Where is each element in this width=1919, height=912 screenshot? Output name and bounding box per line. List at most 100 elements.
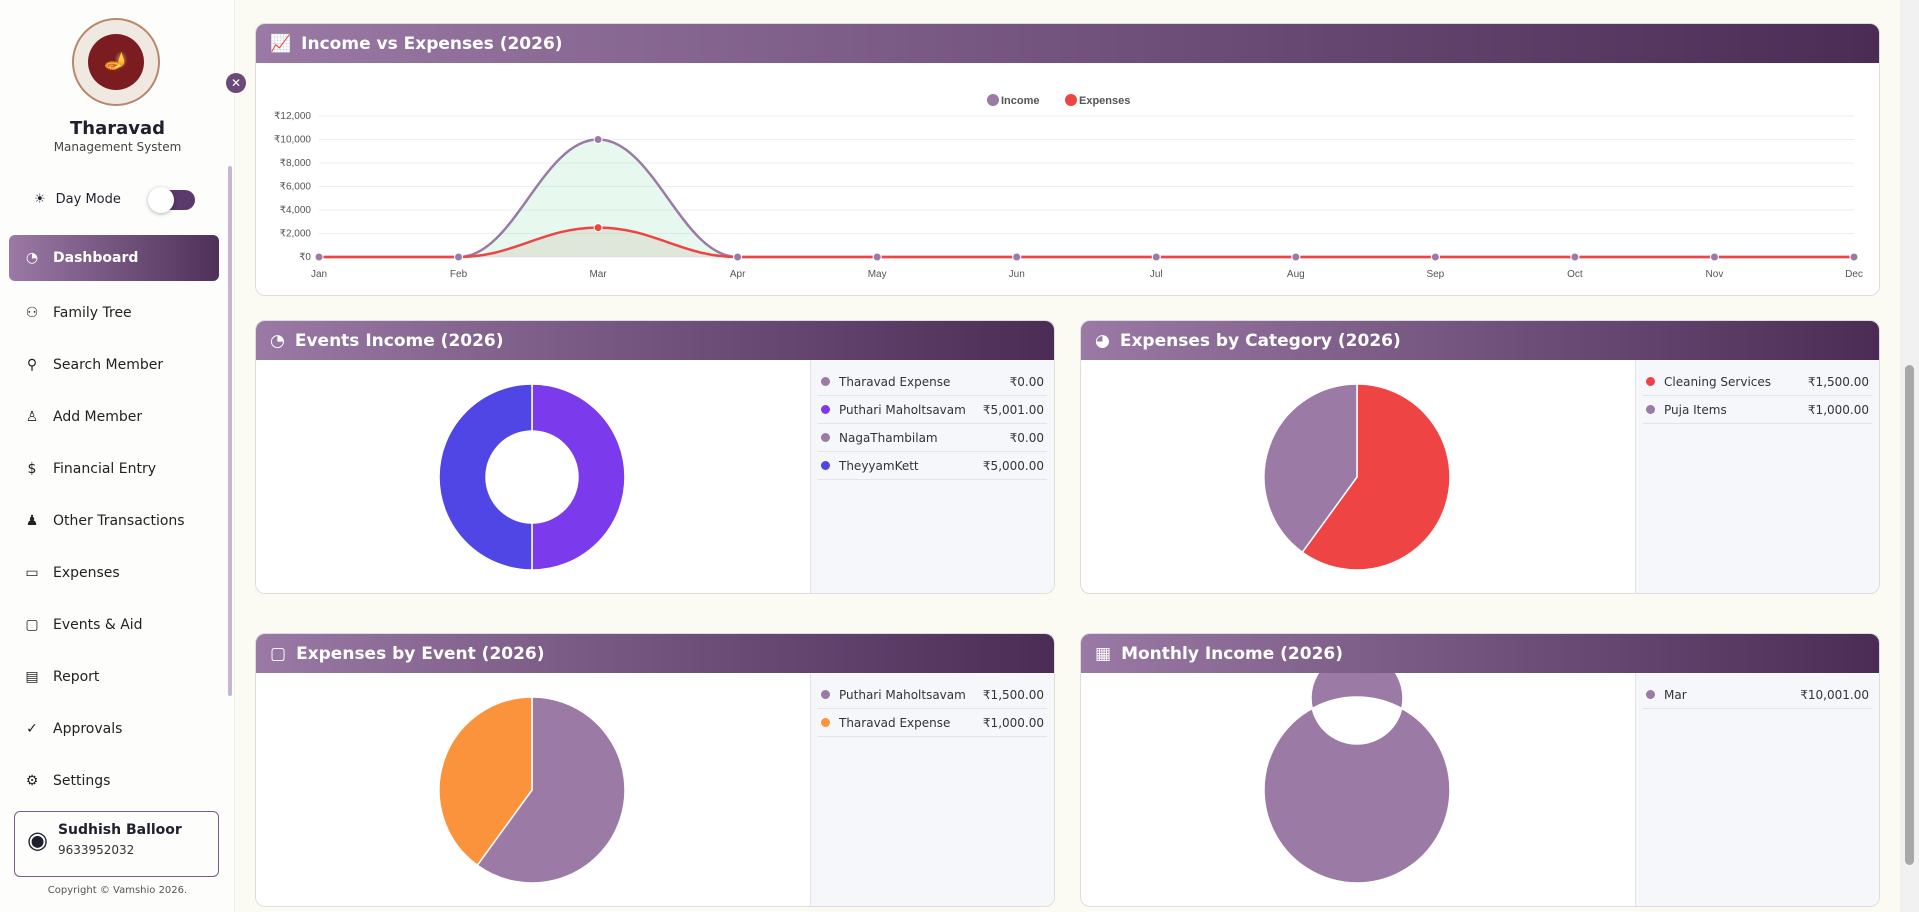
- pie-slice[interactable]: [1263, 673, 1451, 884]
- x-tick-label: Jul: [1150, 269, 1163, 280]
- monthly-income-card: ▦ Monthly Income (2026) Mar ₹10,001.00: [1080, 633, 1880, 907]
- legend-row[interactable]: Cleaning Services ₹1,500.00: [1643, 368, 1872, 396]
- legend-row[interactable]: Puthari Maholtsavam ₹1,500.00: [818, 681, 1047, 709]
- calendar-icon: ▢: [25, 617, 39, 633]
- x-tick-label: Feb: [450, 269, 468, 280]
- legend-value: ₹0.00: [1009, 374, 1044, 389]
- sidebar-item-settings[interactable]: ⚙ Settings: [9, 755, 219, 807]
- sidebar-item-expenses[interactable]: ▭ Expenses: [9, 547, 219, 599]
- y-tick-label: ₹10,000: [274, 135, 311, 146]
- line-chart-icon: 📈: [270, 33, 292, 54]
- user-plus-icon: ♟: [25, 513, 39, 529]
- y-tick-label: ₹0: [299, 252, 311, 263]
- sidebar-item-report[interactable]: ▤ Report: [9, 651, 219, 703]
- legend-value: ₹1,000.00: [982, 715, 1044, 730]
- pie-slice[interactable]: [438, 383, 533, 571]
- card-header: 📈 Income vs Expenses (2026): [256, 24, 1879, 63]
- card-header: ◔ Events Income (2026): [256, 321, 1054, 360]
- legend-row[interactable]: TheyyamKett ₹5,000.00: [818, 452, 1047, 480]
- money-icon: $: [27, 461, 37, 477]
- income-vs-expenses-card: 📈 Income vs Expenses (2026) ₹0 ₹2,000 ₹4,00…: [255, 23, 1880, 296]
- y-tick-label: ₹4,000: [280, 205, 312, 216]
- document-icon: ▤: [25, 669, 39, 685]
- x-tick-label: May: [868, 269, 887, 280]
- legend-label: Puthari Maholtsavam: [839, 402, 966, 417]
- data-point[interactable]: [733, 252, 743, 262]
- legend-row[interactable]: Tharavad Expense ₹0.00: [818, 368, 1047, 396]
- legend-row[interactable]: Puthari Maholtsavam ₹5,001.00: [818, 396, 1047, 424]
- data-point[interactable]: [1849, 252, 1859, 262]
- day-mode-label: ☀ Day Mode: [34, 192, 121, 207]
- pie-slice[interactable]: [1301, 383, 1451, 571]
- x-tick-label: Jun: [1009, 269, 1025, 280]
- user-card[interactable]: ◉ Sudhish Balloor 9633952032: [14, 811, 219, 877]
- sidebar-nav: ◔ Dashboard ⚇ Family Tree ⚲ Search Member ♙ Add…: [9, 235, 219, 807]
- sidebar-item-label: Add Member: [53, 409, 143, 425]
- day-mode-toggle[interactable]: [148, 187, 195, 213]
- legend-dot: [821, 690, 830, 699]
- data-point[interactable]: [1709, 252, 1719, 262]
- sidebar-item-events-aid[interactable]: ▢ Events & Aid: [9, 599, 219, 651]
- sidebar-item-label: Approvals: [53, 721, 123, 737]
- legend-marker: [987, 94, 999, 106]
- pie-slice[interactable]: [438, 696, 533, 867]
- legend-dot: [821, 461, 830, 470]
- data-point[interactable]: [454, 252, 464, 262]
- data-point[interactable]: [593, 223, 603, 233]
- legend-marker: [1065, 94, 1077, 106]
- sidebar-item-search-member[interactable]: ⚲ Search Member: [9, 339, 219, 391]
- sidebar-item-family-tree[interactable]: ⚇ Family Tree: [9, 287, 219, 339]
- toggle-knob[interactable]: [148, 187, 174, 213]
- pie-slice[interactable]: [531, 383, 626, 571]
- sidebar-item-add-member[interactable]: ♙ Add Member: [9, 391, 219, 443]
- data-point[interactable]: [1012, 252, 1022, 262]
- data-point[interactable]: [593, 134, 603, 144]
- pie-slice[interactable]: [476, 696, 626, 884]
- data-point[interactable]: [1291, 252, 1301, 262]
- income-expenses-line-chart: ₹0 ₹2,000 ₹4,000 ₹6,000 ₹8,000 ₹10,000 ₹12,000…: [274, 94, 1863, 280]
- family-tree-icon: ⚇: [25, 305, 39, 321]
- pie-legend: Tharavad Expense ₹0.00 Puthari Maholtsavam…: [810, 360, 1054, 593]
- sidebar-item-other-transactions[interactable]: ♟ Other Transactions: [9, 495, 219, 547]
- user-phone: 9633952032: [57, 843, 135, 857]
- sidebar-item-dashboard[interactable]: ◔ Dashboard: [9, 235, 219, 281]
- legend-dot: [1646, 405, 1655, 414]
- legend-label[interactable]: Income: [1001, 95, 1040, 107]
- pie-chart-icon: ◔: [270, 330, 285, 351]
- legend-value: ₹0.00: [1009, 430, 1044, 445]
- card-title: Income vs Expenses (2026): [301, 33, 563, 54]
- search-icon: ⚲: [26, 357, 38, 373]
- day-mode-text: Day Mode: [55, 192, 121, 207]
- legend-value: ₹5,000.00: [982, 458, 1044, 473]
- legend-row[interactable]: Tharavad Expense ₹1,000.00: [818, 709, 1047, 737]
- legend-row[interactable]: Mar ₹10,001.00: [1643, 681, 1872, 709]
- data-point[interactable]: [314, 252, 324, 262]
- legend-label: Mar: [1664, 687, 1687, 702]
- legend-label[interactable]: Expenses: [1079, 95, 1130, 107]
- close-sidebar-button[interactable]: ✕: [226, 73, 246, 93]
- card-title: Expenses by Event (2026): [296, 643, 545, 664]
- pie-chart: [438, 696, 626, 884]
- sidebar-item-label: Other Transactions: [53, 513, 185, 529]
- pie-slice[interactable]: [1263, 383, 1358, 554]
- legend-label: Puthari Maholtsavam: [839, 687, 966, 702]
- data-point[interactable]: [1430, 252, 1440, 262]
- legend-row[interactable]: Puja Items ₹1,000.00: [1643, 396, 1872, 424]
- app-subtitle: Management System: [53, 140, 182, 154]
- user-name: Sudhish Balloor: [57, 822, 182, 838]
- user-avatar-icon: ◉: [27, 826, 48, 854]
- data-point[interactable]: [1570, 252, 1580, 262]
- lamp-icon: 🪔: [88, 34, 144, 90]
- card-title: Monthly Income (2026): [1121, 643, 1344, 664]
- legend-row[interactable]: NagaThambilam ₹0.00: [818, 424, 1047, 452]
- sidebar-scrollbar[interactable]: [228, 166, 232, 696]
- data-point[interactable]: [1151, 252, 1161, 262]
- x-tick-label: Jan: [311, 269, 327, 280]
- page-scrollbar[interactable]: [1900, 0, 1919, 912]
- sidebar-item-financial-entry[interactable]: $ Financial Entry: [9, 443, 219, 495]
- scrollbar-thumb[interactable]: [1905, 365, 1914, 865]
- data-point[interactable]: [872, 252, 882, 262]
- sidebar-item-approvals[interactable]: ✓ Approvals: [9, 703, 219, 755]
- series-area: [319, 227, 1854, 257]
- dashboard-icon: ◔: [25, 250, 39, 266]
